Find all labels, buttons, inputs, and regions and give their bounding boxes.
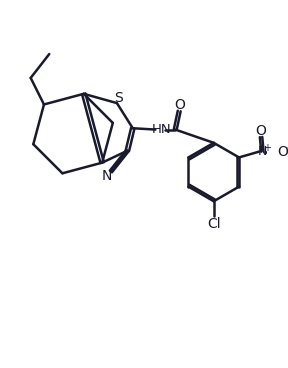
Text: O: O: [174, 98, 185, 112]
Text: Cl: Cl: [207, 217, 221, 231]
Text: O: O: [256, 124, 266, 138]
Text: N: N: [102, 169, 112, 183]
Text: -: -: [287, 141, 288, 155]
Text: N: N: [258, 145, 267, 158]
Text: O: O: [278, 145, 288, 159]
Text: HN: HN: [151, 123, 171, 135]
Text: S: S: [114, 91, 123, 105]
Text: +: +: [263, 143, 271, 153]
